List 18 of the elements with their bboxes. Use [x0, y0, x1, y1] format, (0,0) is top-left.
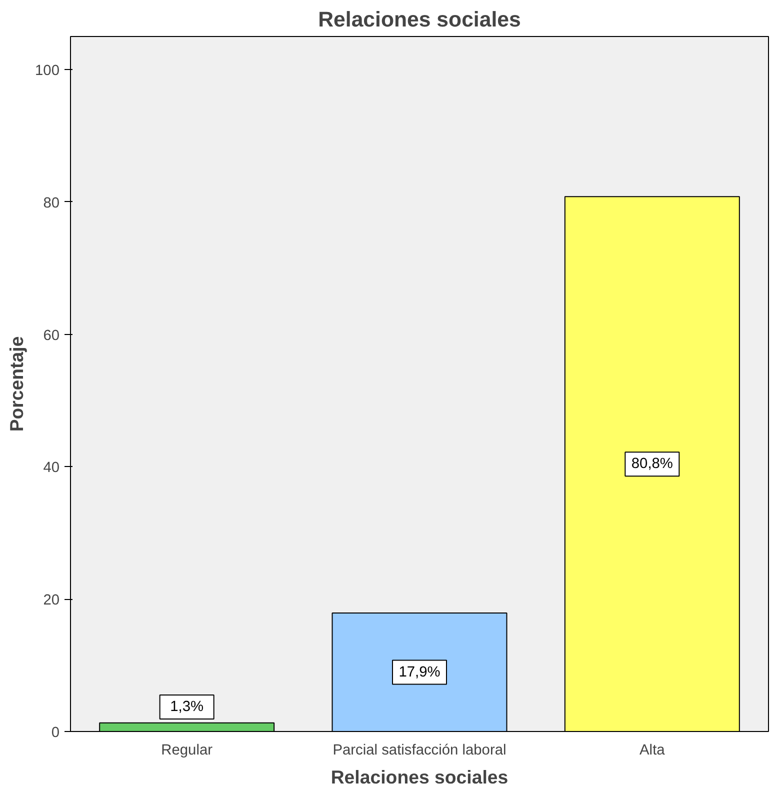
chart-title: Relaciones sociales	[318, 8, 521, 32]
y-tick-label: 40	[43, 460, 60, 476]
y-tick-label: 100	[35, 63, 60, 80]
x-tick-label: Parcial satisfacción laboral	[332, 742, 506, 758]
x-tick-label: Alta	[640, 742, 666, 758]
y-tick-label: 60	[43, 328, 60, 344]
bar	[332, 612, 508, 732]
y-tick-label: 80	[43, 195, 60, 212]
y-tick-label: 0	[51, 725, 60, 741]
y-tick-label: 20	[43, 592, 60, 609]
y-axis-title: Porcentaje	[6, 336, 28, 432]
bar	[99, 722, 275, 732]
x-axis-title: Relaciones sociales	[330, 766, 508, 788]
data-label: 80,8%	[631, 456, 673, 472]
bar	[564, 196, 740, 732]
data-label: 17,9%	[398, 664, 440, 680]
data-label: 1,3%	[170, 699, 204, 716]
x-tick-label: Regular	[161, 742, 213, 758]
